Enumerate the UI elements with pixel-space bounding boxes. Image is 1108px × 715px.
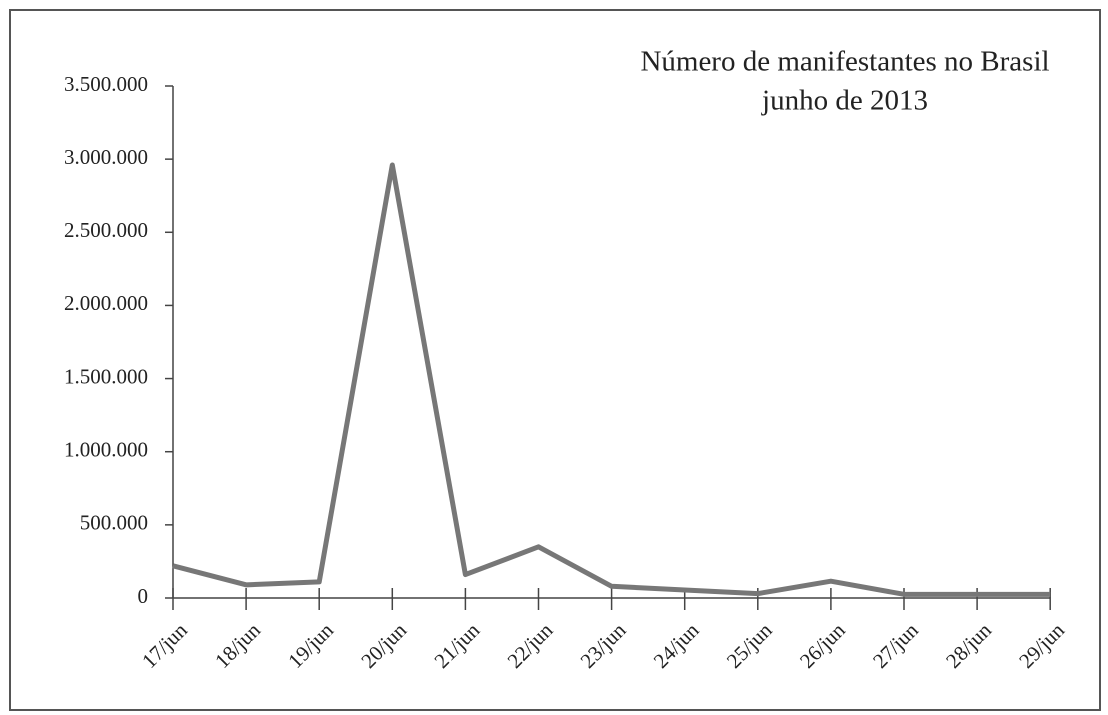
x-tick-label: 28/jun [941, 618, 996, 673]
x-tick-label: 24/jun [649, 618, 704, 673]
y-tick-label: 3.500.000 [64, 72, 148, 96]
y-tick-label: 3.000.000 [64, 145, 148, 169]
y-tick-label: 2.500.000 [64, 218, 148, 242]
frame [9, 9, 1101, 711]
y-tick-label: 500.000 [80, 511, 148, 535]
x-tick-label: 22/jun [503, 618, 558, 673]
y-tick-label: 1.000.000 [64, 438, 148, 462]
x-tick-label: 23/jun [576, 618, 631, 673]
x-tick-label: 26/jun [795, 618, 850, 673]
y-tick-label: 2.000.000 [64, 291, 148, 315]
x-tick-label: 27/jun [868, 618, 923, 673]
x-tick-label: 21/jun [429, 618, 484, 673]
x-tick-label: 19/jun [283, 618, 338, 673]
x-tick-label: 29/jun [1014, 618, 1069, 673]
series-line [172, 162, 1051, 597]
x-tick-label: 18/jun [210, 618, 265, 673]
chart-title: Número de manifestantes no Brasil [640, 46, 1049, 78]
chart-subtitle: junho de 2013 [761, 85, 928, 117]
y-tick-label: 0 [138, 584, 149, 608]
y-tick-label: 1.500.000 [64, 364, 148, 388]
x-tick-label: 25/jun [722, 618, 777, 673]
x-tick-label: 17/jun [137, 618, 192, 673]
x-tick-label: 20/jun [356, 618, 411, 673]
